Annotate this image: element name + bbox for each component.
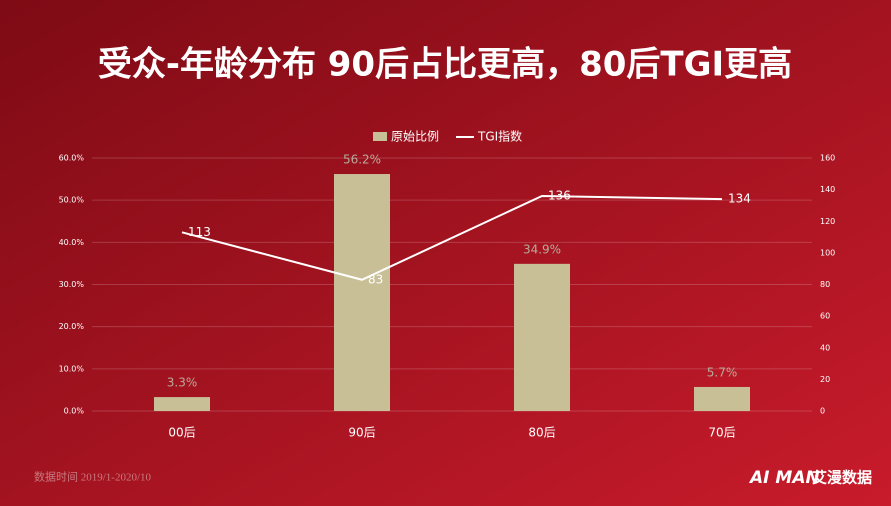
legend-label: 原始比例 (391, 130, 439, 144)
bar (514, 263, 570, 411)
y-tick-label: 30.0% (59, 280, 85, 289)
y2-tick-label: 60 (820, 312, 830, 321)
legend-label: TGI指数 (477, 129, 522, 144)
line-value-label: 134 (728, 192, 751, 206)
bar (694, 386, 750, 411)
y2-tick-label: 120 (820, 217, 835, 226)
legend-swatch (373, 132, 387, 141)
y-tick-label: 40.0% (59, 238, 85, 247)
y2-tick-label: 0 (820, 407, 825, 416)
y2-tick-label: 20 (820, 375, 830, 384)
y-tick-label: 0.0% (64, 407, 85, 416)
tgi-line (181, 194, 723, 281)
x-tick-label: 70后 (708, 426, 735, 440)
y2-tick-label: 100 (820, 248, 835, 257)
bar-value-label: 5.7% (707, 365, 738, 379)
y-tick-label: 60.0% (59, 154, 85, 163)
logo-en: AI MAN (748, 468, 820, 488)
x-tick-label: 00后 (168, 426, 195, 440)
x-tick-label: 80后 (528, 426, 555, 440)
bar (334, 174, 390, 411)
y-tick-label: 20.0% (59, 322, 85, 331)
bar-value-label: 3.3% (167, 376, 198, 390)
x-tick-label: 90后 (348, 426, 375, 440)
bar-value-label: 34.9% (523, 242, 561, 256)
chart-title: 受众-年龄分布 90后占比更高，80后TGI更高 (98, 45, 792, 85)
y2-tick-label: 140 (820, 185, 835, 194)
logo-cn: 艾漫数据 (812, 469, 872, 487)
y2-tick-label: 40 (820, 343, 830, 352)
footnote: 数据时间 2019/1-2020/10 (34, 470, 152, 484)
y2-tick-label: 80 (820, 280, 830, 289)
y-tick-label: 10.0% (59, 364, 85, 373)
y2-tick-label: 160 (820, 154, 835, 163)
bar-value-label: 56.2% (343, 153, 381, 167)
bar (154, 397, 210, 411)
y-tick-label: 50.0% (59, 196, 85, 205)
